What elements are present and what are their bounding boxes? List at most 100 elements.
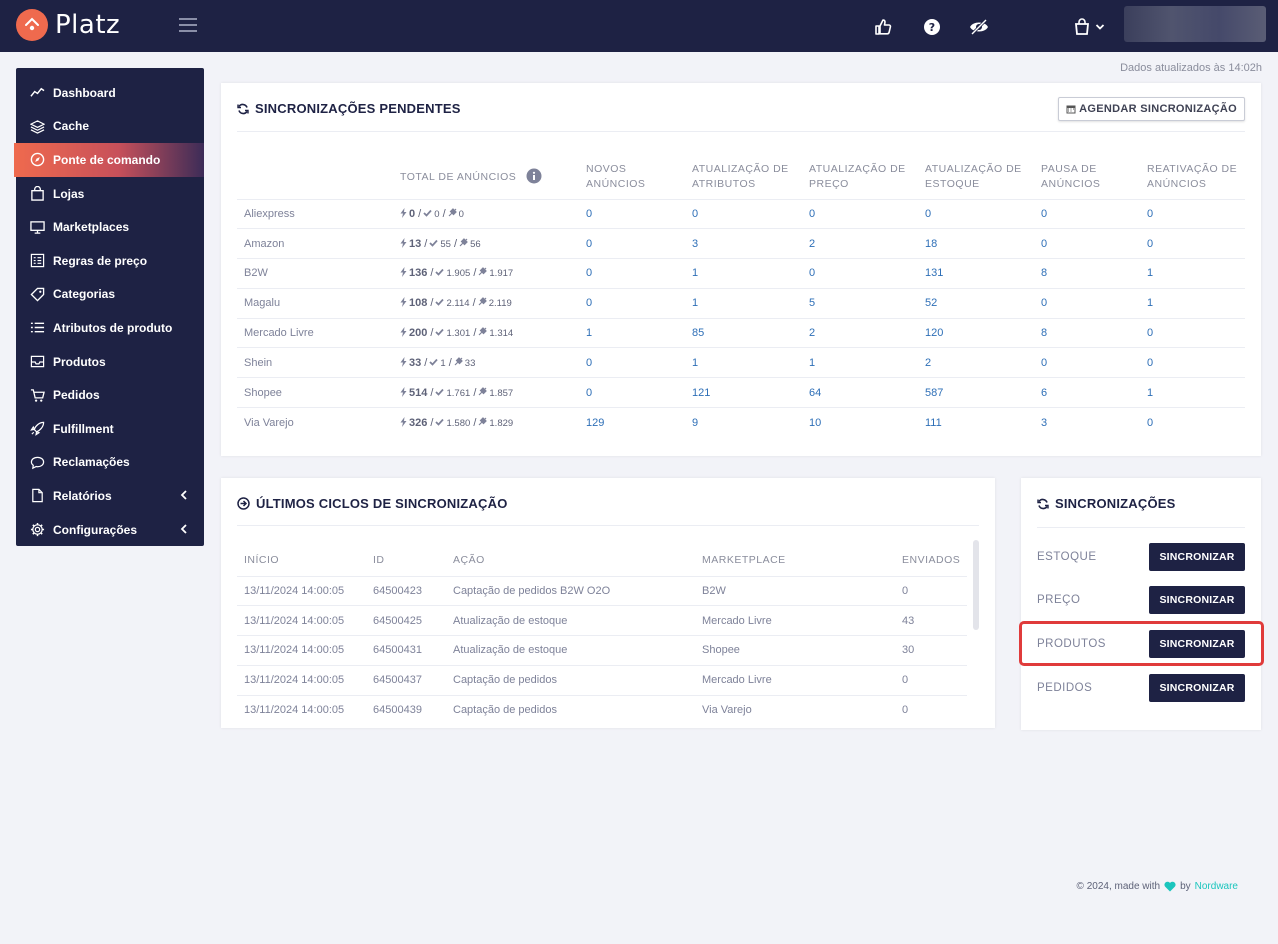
- pause-count-link[interactable]: 0: [1041, 347, 1147, 378]
- user-menu[interactable]: [1124, 6, 1266, 42]
- highlight-box: [1019, 621, 1264, 666]
- sidebar-item-reclamacoes[interactable]: Reclamações: [16, 446, 204, 480]
- sidebar-item-dashboard[interactable]: Dashboard: [16, 76, 204, 110]
- help-icon[interactable]: ?: [923, 18, 941, 36]
- sidebar-item-atributos-de-produto[interactable]: Atributos de produto: [16, 311, 204, 345]
- stock-count-link[interactable]: 111: [925, 407, 1041, 438]
- new-count-link[interactable]: 0: [586, 258, 692, 289]
- reactivate-count-link[interactable]: 0: [1147, 228, 1245, 259]
- pause-count-link[interactable]: 6: [1041, 377, 1147, 408]
- check-icon: [429, 358, 439, 366]
- price-count-link[interactable]: 64: [809, 377, 925, 408]
- sidebar-item-ponte-de-comando[interactable]: Ponte de comando: [14, 143, 204, 177]
- divider: [1037, 527, 1245, 528]
- sidebar-item-pedidos[interactable]: Pedidos: [16, 378, 204, 412]
- arrow-circle-right-icon: [237, 497, 250, 510]
- sidebar-item-produtos[interactable]: Produtos: [16, 345, 204, 379]
- sidebar-item-categorias[interactable]: Categorias: [16, 278, 204, 312]
- sidebar-item-label: Fulfillment: [53, 421, 114, 436]
- sidebar-item-regras-de-preco[interactable]: Regras de preço: [16, 244, 204, 278]
- pause-count-link[interactable]: 8: [1041, 258, 1147, 289]
- attr-count-link[interactable]: 1: [692, 347, 809, 378]
- sync-label-produtos: PRODUTOS: [1037, 638, 1106, 650]
- sync-estoque-button[interactable]: SINCRONIZAR: [1149, 543, 1245, 571]
- sync-preco-button[interactable]: SINCRONIZAR: [1149, 586, 1245, 614]
- price-count-link[interactable]: 0: [809, 258, 925, 289]
- reactivate-count-link[interactable]: 1: [1147, 377, 1245, 408]
- price-count-link[interactable]: 2: [809, 317, 925, 348]
- pause-count-link[interactable]: 0: [1041, 198, 1147, 229]
- scrollbar[interactable]: [973, 540, 979, 630]
- marketplace-cell: B2W: [237, 258, 400, 289]
- price-count-link[interactable]: 5: [809, 287, 925, 319]
- column-header-stock: ATUALIZAÇÃO DE: [925, 162, 1022, 175]
- new-count-link[interactable]: 0: [586, 198, 692, 229]
- sidebar-item-label: Reclamações: [53, 455, 130, 470]
- attr-count-link[interactable]: 121: [692, 377, 809, 408]
- sidebar-item-cache[interactable]: Cache: [16, 110, 204, 144]
- sidebar-item-marketplaces[interactable]: Marketplaces: [16, 210, 204, 244]
- chevron-down-icon[interactable]: [1095, 22, 1105, 32]
- new-count-link[interactable]: 0: [586, 347, 692, 378]
- new-count-link[interactable]: 0: [586, 377, 692, 408]
- new-count-link[interactable]: 0: [586, 287, 692, 319]
- sync-produtos-button[interactable]: SINCRONIZAR: [1149, 630, 1245, 658]
- reactivate-count-link[interactable]: 0: [1147, 317, 1245, 348]
- attr-count-link[interactable]: 9: [692, 407, 809, 438]
- bolt-icon: [400, 386, 407, 397]
- sync-row-produtos: PRODUTOS SINCRONIZAR: [1037, 630, 1245, 658]
- footer-brand-link[interactable]: Nordware: [1194, 881, 1238, 892]
- attr-count-link[interactable]: 1: [692, 287, 809, 319]
- active-value: 2.114: [446, 298, 470, 310]
- start-cell: 13/11/2024 14:00:05: [237, 694, 373, 725]
- active-value: 1.580: [446, 417, 471, 429]
- thumbs-up-icon[interactable]: [874, 18, 892, 36]
- shopping-bag-icon[interactable]: [1073, 18, 1091, 36]
- column-header-price-line2: PREÇO: [809, 177, 849, 190]
- sidebar-item-label: Regras de preço: [53, 253, 148, 268]
- eye-slash-icon[interactable]: [969, 18, 989, 36]
- reactivate-count-link[interactable]: 0: [1147, 347, 1245, 378]
- new-count-link[interactable]: 1: [586, 317, 692, 348]
- reactivate-count-link[interactable]: 0: [1147, 198, 1245, 229]
- pause-count-link[interactable]: 0: [1041, 287, 1147, 319]
- attr-count-link[interactable]: 1: [692, 258, 809, 289]
- stock-count-link[interactable]: 0: [925, 198, 1041, 229]
- attr-count-link[interactable]: 0: [692, 198, 809, 229]
- column-header-reactivate: REATIVAÇÃO DE: [1147, 162, 1238, 175]
- stock-count-link[interactable]: 18: [925, 228, 1041, 259]
- stock-count-link[interactable]: 52: [925, 287, 1041, 319]
- sidebar-item-relatorios[interactable]: Relatórios: [16, 479, 204, 513]
- reactivate-count-link[interactable]: 1: [1147, 258, 1245, 289]
- stock-count-link[interactable]: 131: [925, 258, 1041, 289]
- new-count-link[interactable]: 129: [586, 407, 692, 438]
- sync-pedidos-button[interactable]: SINCRONIZAR: [1149, 674, 1245, 702]
- reactivate-count-link[interactable]: 1: [1147, 287, 1245, 319]
- attr-count-link[interactable]: 85: [692, 317, 809, 348]
- reactivate-count-link[interactable]: 0: [1147, 407, 1245, 438]
- price-count-link[interactable]: 2: [809, 228, 925, 259]
- total-cell: 33 /1 /33: [400, 347, 586, 378]
- new-count-link[interactable]: 0: [586, 228, 692, 259]
- sidebar-item-fulfillment[interactable]: Fulfillment: [16, 412, 204, 446]
- price-count-link[interactable]: 0: [809, 198, 925, 229]
- stock-count-link[interactable]: 2: [925, 347, 1041, 378]
- sidebar-item-lojas[interactable]: Lojas: [16, 177, 204, 211]
- tag-icon: [30, 287, 45, 302]
- info-icon[interactable]: [526, 168, 542, 184]
- marketplace-cell: Via Varejo: [702, 694, 902, 725]
- schedule-sync-button[interactable]: AGENDAR SINCRONIZAÇÃO: [1058, 97, 1245, 121]
- pause-count-link[interactable]: 0: [1041, 228, 1147, 259]
- pause-count-link[interactable]: 8: [1041, 317, 1147, 348]
- menu-toggle-icon[interactable]: [179, 18, 197, 32]
- stock-count-link[interactable]: 120: [925, 317, 1041, 348]
- price-count-link[interactable]: 10: [809, 407, 925, 438]
- stock-count-link[interactable]: 587: [925, 377, 1041, 408]
- price-count-link[interactable]: 1: [809, 347, 925, 378]
- id-cell: 64500439: [373, 694, 453, 725]
- pause-count-link[interactable]: 3: [1041, 407, 1147, 438]
- sidebar-item-configuracoes[interactable]: Configurações: [16, 513, 204, 547]
- attr-count-link[interactable]: 3: [692, 228, 809, 259]
- marketplace-cell: Magalu: [237, 287, 400, 319]
- logo[interactable]: Platz: [16, 9, 120, 41]
